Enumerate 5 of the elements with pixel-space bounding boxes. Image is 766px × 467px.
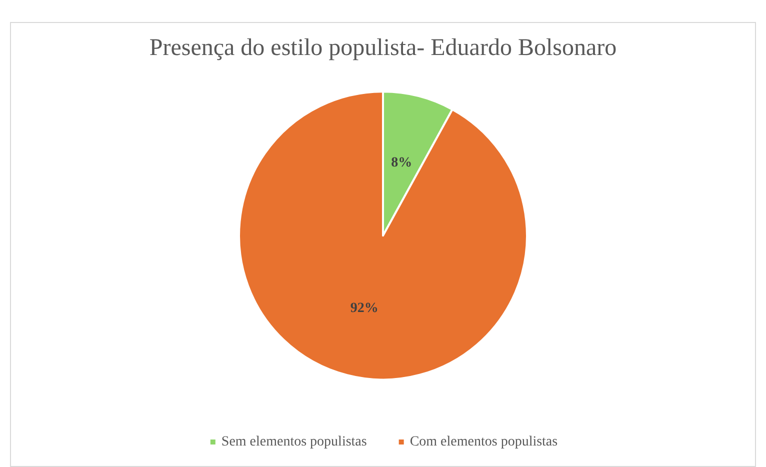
legend-label: Sem elementos populistas xyxy=(221,434,367,450)
data-label: 92% xyxy=(350,300,378,316)
legend-label: Com elementos populistas xyxy=(410,434,558,450)
chart-title: Presença do estilo populista- Eduardo Bolsonaro xyxy=(149,35,617,61)
data-label: 8% xyxy=(391,156,412,171)
